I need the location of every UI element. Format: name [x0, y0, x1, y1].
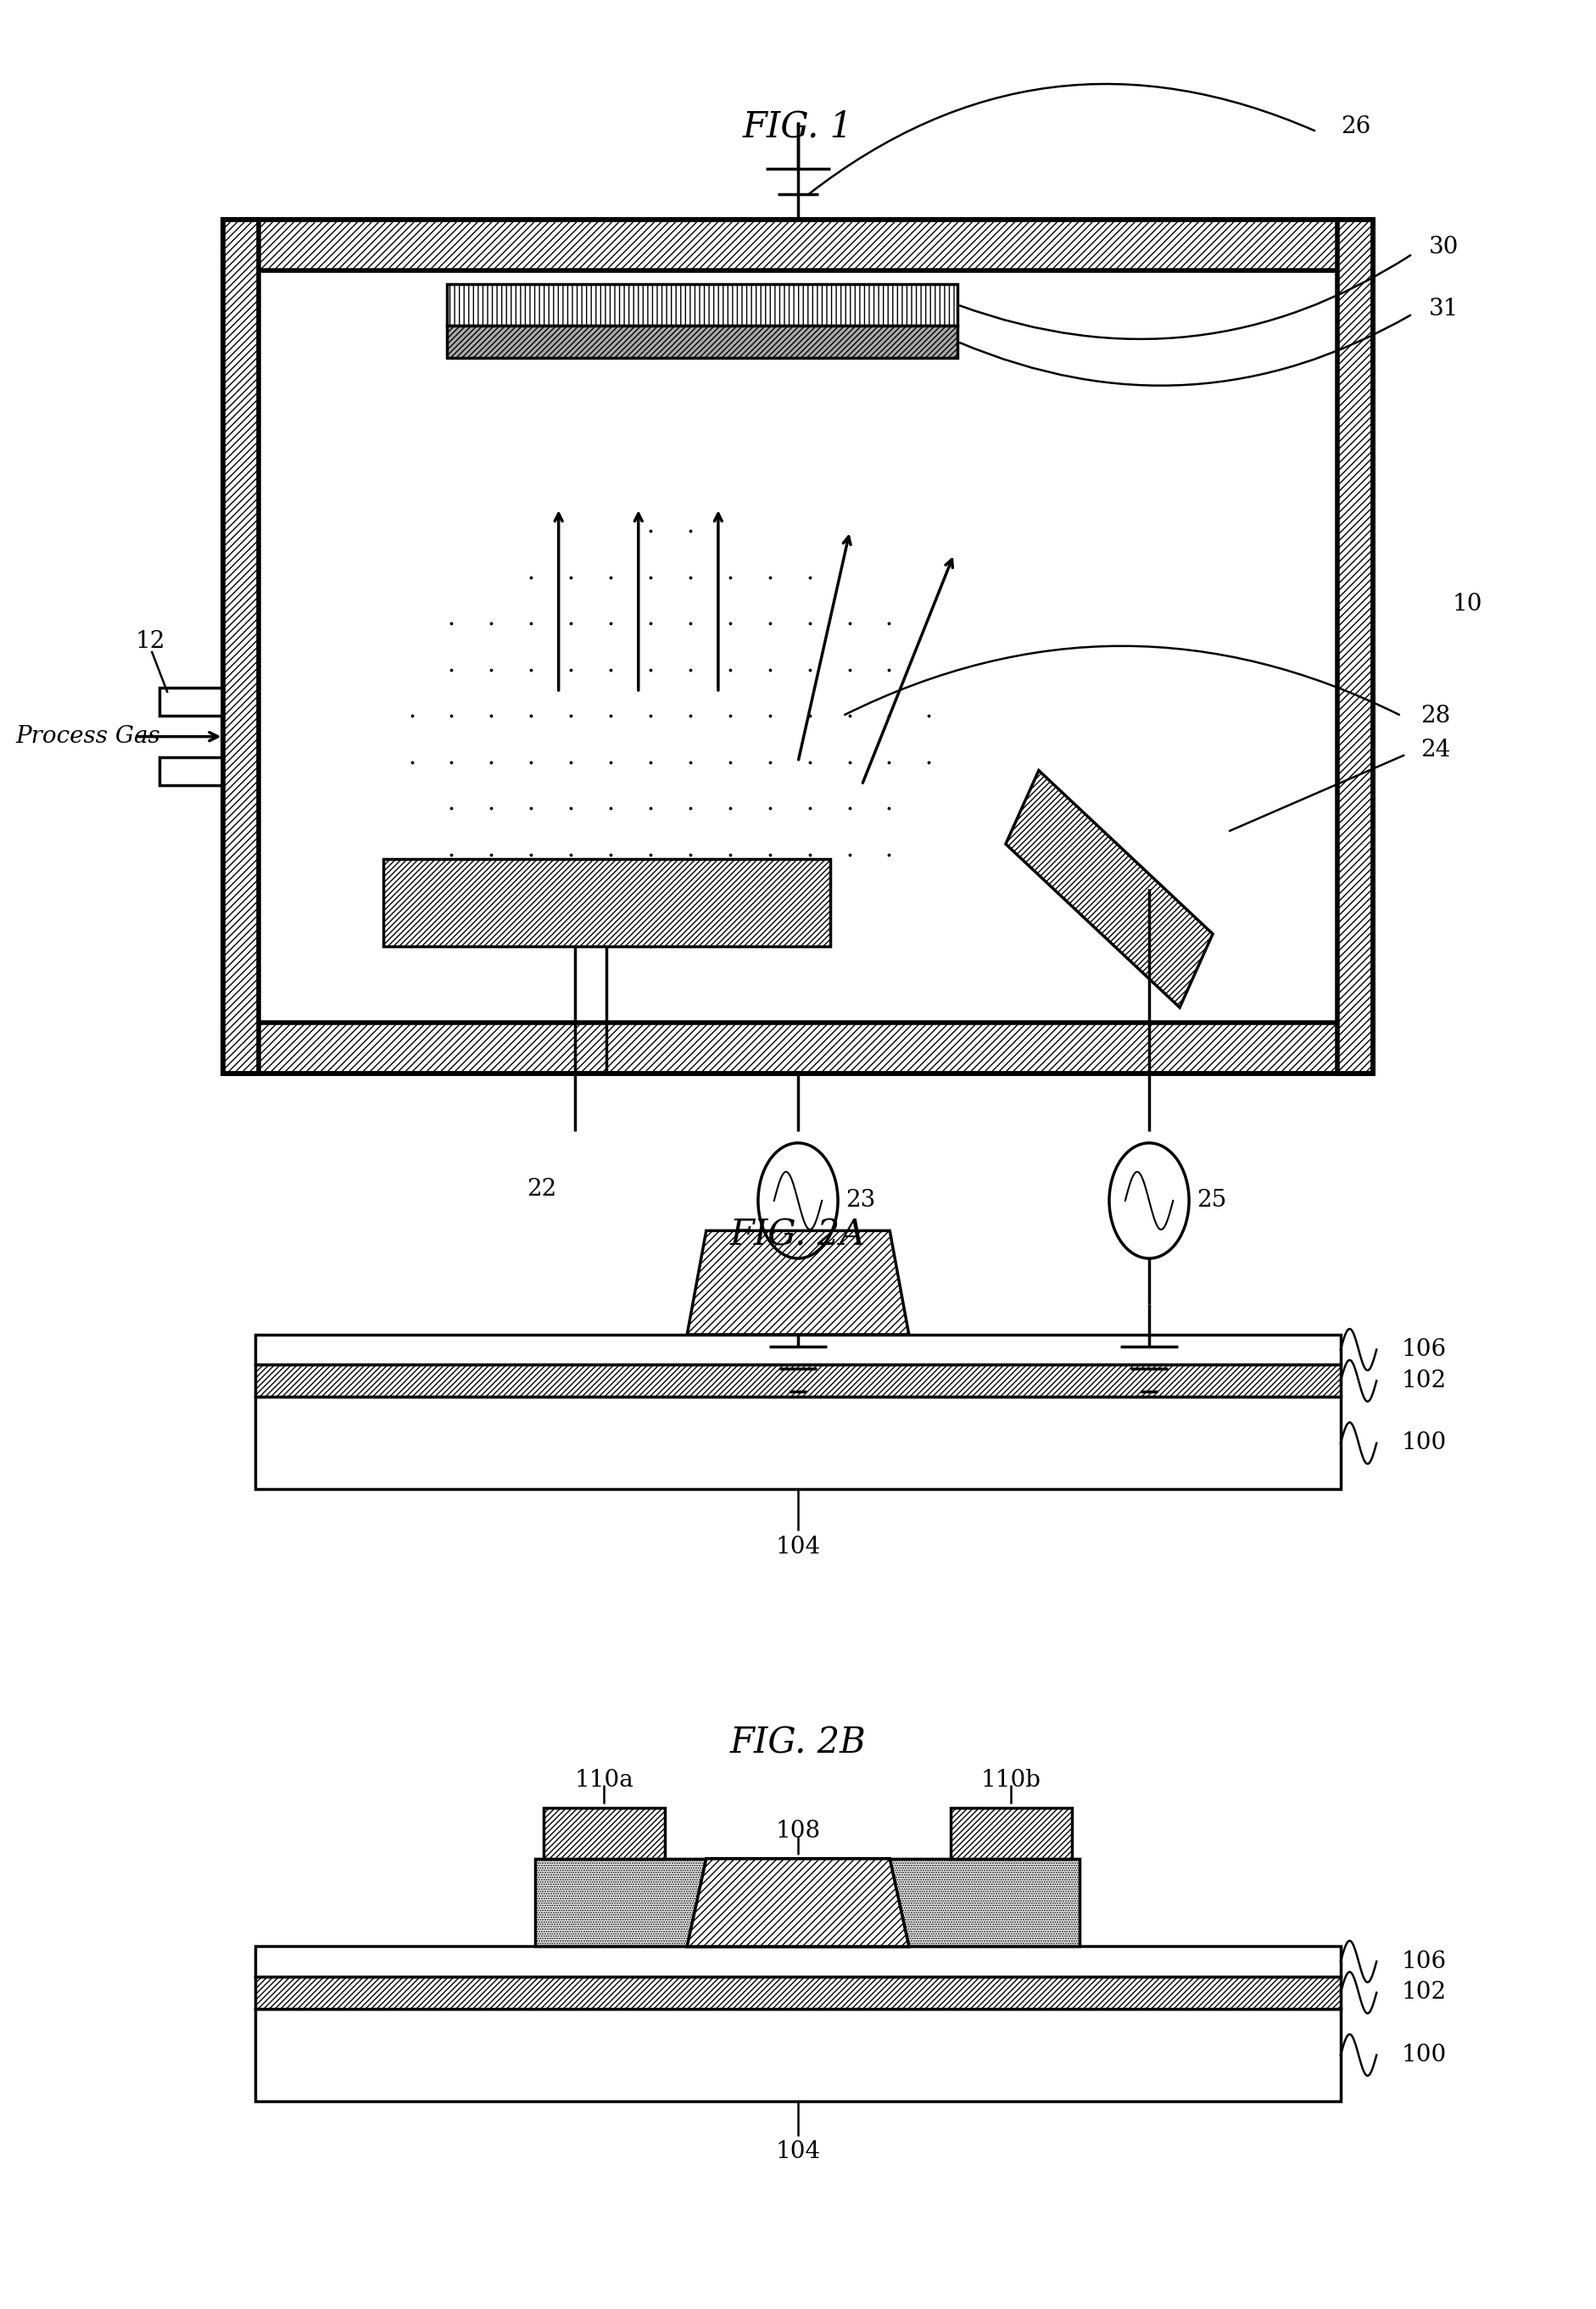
Bar [223, 219, 1373, 1074]
Text: 23: 23 [846, 1189, 876, 1212]
Text: 28: 28 [1420, 704, 1451, 727]
Polygon shape [543, 1808, 666, 1859]
Polygon shape [686, 1859, 910, 1946]
Bar [255, 2009, 1341, 2101]
Bar [160, 757, 223, 785]
Polygon shape [1005, 771, 1213, 1007]
Bar [255, 1335, 1341, 1365]
Bar [1337, 219, 1373, 1074]
Text: 104: 104 [776, 2140, 820, 2164]
Bar [255, 1397, 1341, 1489]
Bar [223, 219, 1373, 270]
Text: FIG. 2B: FIG. 2B [729, 1725, 867, 1762]
Text: 12: 12 [136, 630, 166, 653]
Text: 102: 102 [1401, 1369, 1446, 1392]
Text: 108: 108 [776, 1819, 820, 1843]
Text: 30: 30 [1428, 236, 1459, 259]
Text: 25: 25 [1197, 1189, 1227, 1212]
Polygon shape [798, 1859, 1079, 1946]
Polygon shape [686, 1859, 910, 1946]
Bar [255, 1946, 1341, 1977]
Text: 104: 104 [776, 1535, 820, 1559]
Bar [255, 1977, 1341, 2009]
Text: FIG. 2A: FIG. 2A [729, 1217, 867, 1254]
Polygon shape [536, 1859, 798, 1946]
Text: 100: 100 [1401, 2043, 1446, 2067]
Text: 102: 102 [1401, 1981, 1446, 2004]
Text: FIG. 1: FIG. 1 [742, 109, 854, 145]
Text: 100: 100 [1401, 1432, 1446, 1455]
Bar [259, 270, 1337, 1023]
Text: 22: 22 [527, 1178, 557, 1201]
Bar [223, 1023, 1373, 1074]
Bar [447, 284, 958, 326]
Bar [383, 859, 830, 947]
Text: 106: 106 [1401, 1951, 1446, 1972]
Text: 110b: 110b [982, 1769, 1041, 1792]
Text: 24: 24 [1420, 739, 1451, 762]
Text: 31: 31 [1428, 298, 1459, 321]
Text: Process Gas: Process Gas [16, 725, 161, 748]
Bar [255, 1365, 1341, 1397]
Polygon shape [950, 1808, 1071, 1859]
Text: 26: 26 [1341, 115, 1371, 139]
Bar [160, 688, 223, 716]
Bar [223, 219, 259, 1074]
Text: 10: 10 [1452, 593, 1483, 614]
Text: 110a: 110a [575, 1769, 634, 1792]
Bar [447, 326, 958, 358]
Text: 106: 106 [1401, 1339, 1446, 1360]
Polygon shape [686, 1231, 910, 1335]
